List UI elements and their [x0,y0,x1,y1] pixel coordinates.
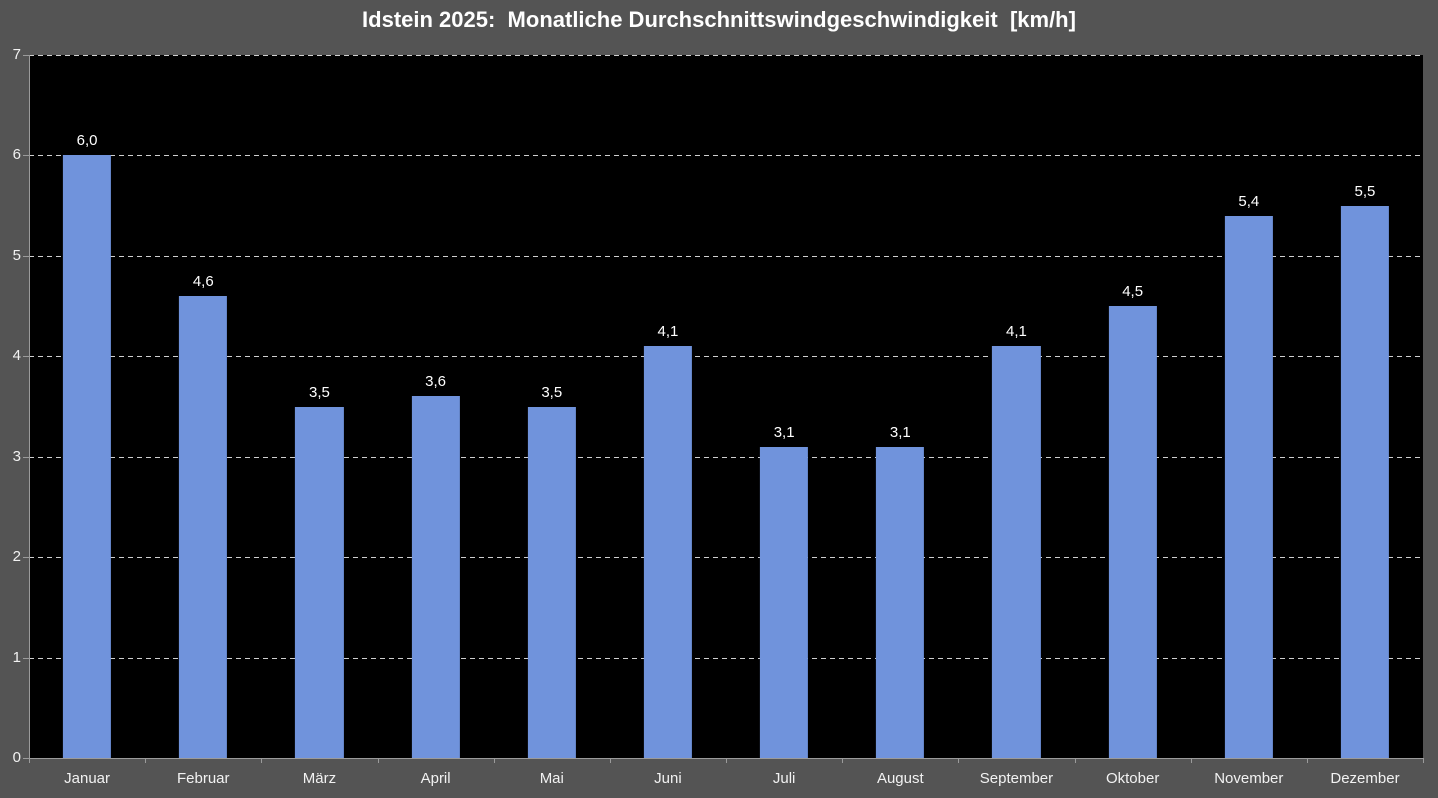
bar [527,406,576,758]
bar [876,446,925,758]
y-axis-tick [23,557,29,559]
gridline [29,557,1423,559]
gridline [29,55,1423,56]
bar-cell: 3,6 [378,55,494,758]
bar-value-label: 4,6 [192,273,214,291]
x-axis-label: Februar [176,770,230,787]
y-axis-label: 1 [12,648,21,666]
y-axis-tick [23,356,29,358]
x-axis-label: Juni [654,770,682,787]
y-axis-tick [23,155,29,157]
x-axis-tick [1190,758,1192,763]
bar-cell: 4,1 [958,55,1074,758]
bar-value-label: 4,5 [1122,283,1144,301]
x-axis-label: Oktober [1105,770,1160,787]
bar-value-label: 3,1 [773,423,795,441]
bar-value-label: 4,1 [1006,323,1027,341]
x-axis-label: März [302,770,337,787]
y-axis-tick [23,255,29,257]
bar-cell: 4,1 [610,55,726,758]
gridline [29,456,1423,458]
x-axis-tick [1423,758,1424,763]
y-axis-tick [23,55,29,56]
y-axis-label: 6 [12,146,21,164]
bar-cell: 3,1 [842,55,958,758]
x-axis-label: Januar [64,770,111,787]
x-axis-tick [261,758,263,763]
bar-cell: 5,5 [1307,55,1423,758]
bar-value-label: 4,1 [657,323,679,341]
y-axis-label: 0 [12,749,21,766]
x-axis-label: April [420,770,451,787]
bar-value-label: 6,0 [76,132,98,150]
bar-value-label: 3,6 [425,373,447,391]
gridline [29,657,1423,659]
x-axis-tick [29,758,30,763]
bar-cell: 5,4 [1191,55,1307,758]
bar [62,155,112,758]
plot-area: 6,0 4,6 3,5 3,6 3,5 4,1 3,1 3,1 4,1 4,5 5,4 5,5 [29,55,1423,758]
bar [295,406,344,758]
gridline [29,255,1423,257]
bar [1224,215,1273,758]
bar-cell: 4,6 [145,55,261,758]
x-axis-label: August [876,770,924,787]
gridline [29,356,1423,358]
bar-cell: 3,5 [261,55,377,758]
bar-value-label: 5,5 [1354,182,1376,200]
bar [1340,205,1390,758]
bar-cell: 3,1 [726,55,842,758]
x-axis-tick [493,758,495,763]
x-axis-label: Juli [772,770,796,787]
x-axis-tick [1074,758,1076,763]
y-axis-tick [23,758,29,759]
bar [992,346,1041,758]
bar-cell: 6,0 [29,55,145,758]
y-axis-line [29,55,30,759]
bar [643,346,693,758]
x-axis-label: Mai [539,770,564,787]
bar [1108,306,1157,758]
x-axis-label: November [1214,770,1284,787]
x-axis-band: Januar Februar März April Mai Juni Juli August S… [29,758,1423,798]
bar-cell: 4,5 [1075,55,1191,758]
x-axis-label: Dezember [1330,770,1400,787]
y-axis-label: 2 [12,548,21,566]
y-axis-label: 7 [12,46,21,63]
bar-value-label: 5,4 [1238,192,1260,210]
x-axis-tick [377,758,379,763]
bar-value-label: 3,5 [541,383,563,401]
bar-value-label: 3,1 [889,423,911,441]
x-axis-tick [842,758,844,763]
x-axis-label: September [979,770,1054,787]
x-axis-tick [958,758,960,763]
x-axis-tick [609,758,611,763]
bar-value-label: 3,5 [309,383,330,401]
y-axis-label: 5 [12,246,21,264]
y-axis-label: 3 [12,447,21,465]
bar-cell: 3,5 [494,55,610,758]
bar [411,396,460,758]
x-axis-tick [726,758,727,763]
bars-container: 6,0 4,6 3,5 3,6 3,5 4,1 3,1 3,1 4,1 4,5 5,4 5,5 [29,55,1423,758]
y-axis-tick [23,657,29,659]
x-axis-tick [145,758,147,763]
chart-title: Idstein 2025: Monatliche Durchschnittswi… [362,7,1076,32]
x-axis-tick [1306,758,1308,763]
bar [179,296,228,758]
bar [760,446,809,758]
gridline [29,155,1423,157]
y-axis-label: 4 [12,347,21,365]
y-axis-tick [23,456,29,458]
